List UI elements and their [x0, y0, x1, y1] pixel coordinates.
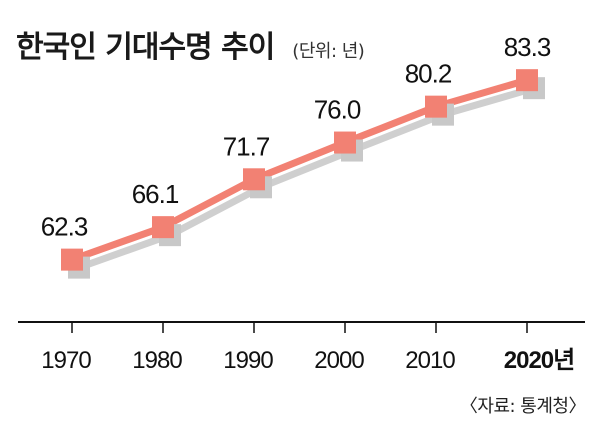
x-tick-label: 1980: [132, 347, 182, 374]
unit-note: (단위: 년): [292, 41, 365, 62]
data-label: 66.1: [132, 179, 179, 209]
x-tick-label: 1990: [223, 347, 273, 374]
data-point: [425, 95, 447, 118]
data-label: 62.3: [41, 212, 88, 242]
data-label: 76.0: [314, 95, 361, 125]
source-note: 〈자료: 통계청〉: [459, 396, 587, 417]
data-point: [61, 248, 83, 271]
data-point: [516, 69, 538, 92]
series-line: [70, 76, 528, 263]
data-point: [152, 216, 174, 239]
title-row: 한국인 기대수명 추이 (단위: 년): [16, 22, 365, 65]
data-point: [243, 168, 265, 191]
data-point: [334, 131, 356, 154]
chart-title: 한국인 기대수명 추이: [16, 30, 275, 65]
x-tick-label: 2020년: [504, 347, 574, 374]
data-label: 80.2: [405, 59, 452, 89]
x-tick-label: 2010: [405, 347, 455, 374]
data-label: 71.7: [223, 131, 270, 161]
x-tick-label: 2000: [314, 347, 364, 374]
series-line-shadow: [77, 84, 535, 271]
x-tick-label: 1970: [41, 347, 91, 374]
data-label: 83.3: [504, 32, 551, 62]
